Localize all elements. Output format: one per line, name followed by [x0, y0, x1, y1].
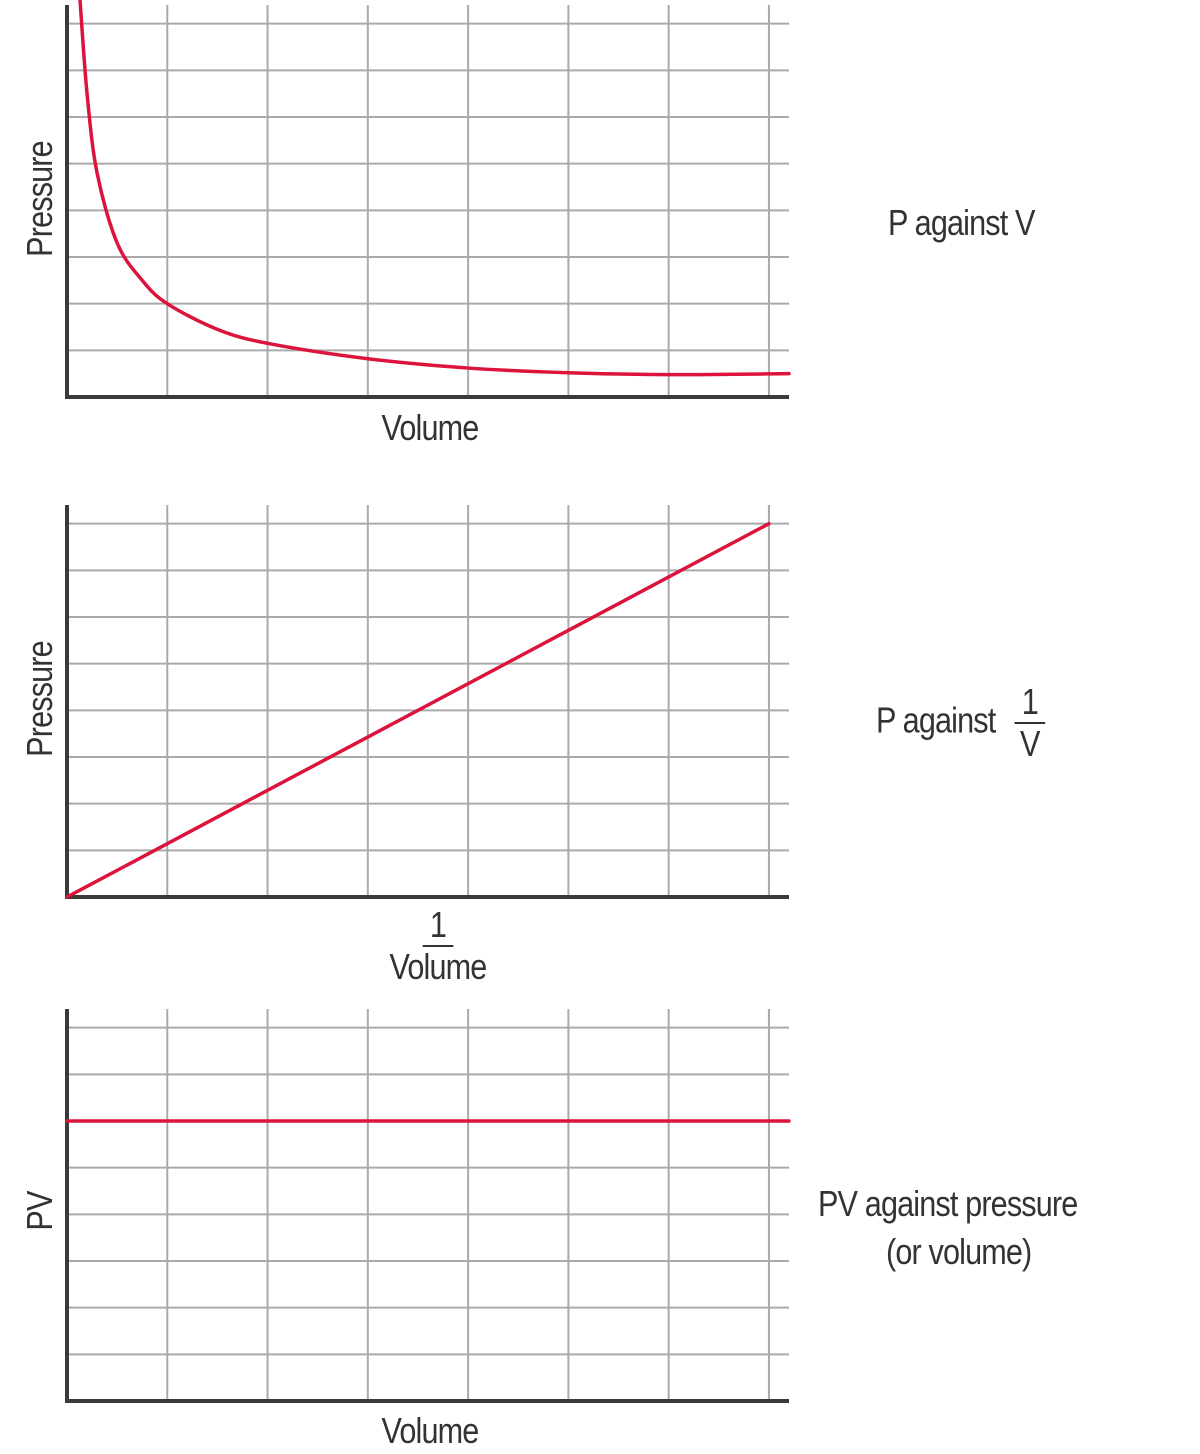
- x-axis-label: Volume: [381, 407, 480, 448]
- chart-caption: PV against pressure (or volume): [818, 1180, 1078, 1276]
- caption-prefix: P against: [876, 699, 996, 741]
- x-axis-label-numerator: 1: [423, 905, 453, 947]
- x-axis-label-denominator: Volume: [389, 946, 488, 987]
- caption-line-1: PV against pressure: [818, 1183, 1078, 1224]
- data-series-line: [78, 0, 791, 377]
- caption-line-2: (or volume): [886, 1231, 1032, 1272]
- caption-denominator: V: [1020, 723, 1040, 764]
- y-axis-label: Pressure: [19, 141, 60, 257]
- y-axis-label: Pressure: [19, 641, 60, 757]
- y-axis-label: PV: [19, 1191, 60, 1231]
- caption-numerator: 1: [1014, 682, 1045, 724]
- chart-pv-vs-volume: [65, 1009, 791, 1403]
- x-axis-label: 1 Volume: [353, 905, 523, 987]
- x-axis-label: Volume: [381, 1410, 480, 1451]
- chart-p-vs-v: [65, 0, 791, 399]
- data-series-line: [65, 521, 771, 899]
- chart-caption: P against V: [888, 202, 1035, 243]
- chart-p-vs-inverse-v: [65, 505, 789, 899]
